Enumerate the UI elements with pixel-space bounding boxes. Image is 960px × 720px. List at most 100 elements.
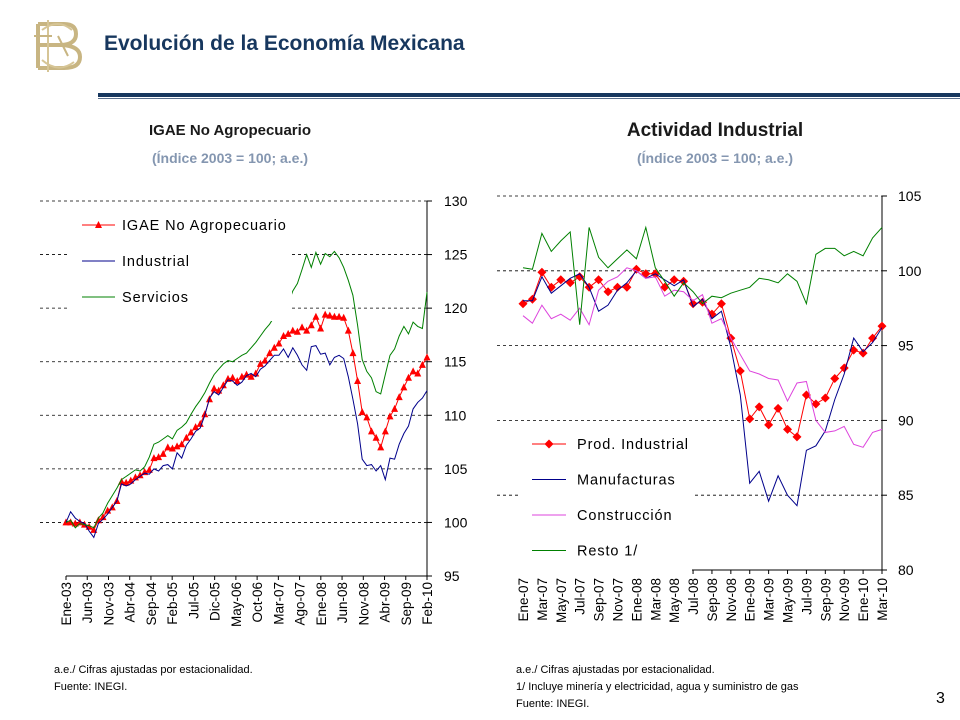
x-tick-label: Nov-03	[101, 582, 116, 626]
data-point	[321, 310, 329, 318]
data-point	[122, 478, 130, 486]
x-tick-label: Jul-07	[573, 578, 588, 615]
x-tick-label: Sep-04	[144, 582, 159, 626]
data-point	[312, 312, 320, 320]
series-line-2	[523, 270, 883, 507]
data-point	[289, 326, 297, 334]
chart2-note-line: Fuente: INEGI.	[516, 698, 590, 710]
data-point	[238, 372, 246, 380]
data-point	[556, 275, 566, 285]
data-point	[820, 393, 830, 403]
series-line-1	[66, 314, 428, 531]
x-tick-label: May-09	[781, 578, 796, 623]
chart-1: 95 100 105 110 115 120 125 130 Ene-03 Jun-03 Nov-0…	[40, 193, 468, 627]
data-point	[377, 443, 385, 451]
data-point	[565, 278, 575, 288]
y-tick-label: 105	[444, 461, 468, 477]
chart1-note-line: a.e./ Cifras ajustadas por estacionalida…	[54, 664, 253, 676]
legend-box	[70, 209, 292, 321]
page-title: Evolución de la Economía Mexicana	[104, 32, 465, 55]
x-tick-label: Jun-03	[80, 582, 95, 623]
data-point	[335, 312, 343, 320]
chart2-notes: a.e./ Cifras ajustadas por estacionalida…	[516, 662, 798, 713]
x-tick-label: May-08	[667, 578, 682, 623]
x-tick-label: Mar-09	[762, 578, 777, 621]
data-point	[877, 321, 887, 331]
series-line-3	[65, 250, 428, 529]
data-point	[256, 359, 264, 367]
x-tick-label: Abr-09	[378, 582, 393, 623]
header-rule-thin	[98, 98, 960, 99]
data-point	[219, 381, 227, 389]
data-point	[669, 275, 679, 285]
data-point	[210, 384, 218, 392]
data-point	[735, 366, 745, 376]
x-tick-label: Ene-08	[629, 578, 644, 622]
data-point	[386, 412, 394, 420]
y-tick-label: 90	[898, 412, 914, 428]
data-point	[344, 326, 352, 334]
x-tick-label: Feb-10	[420, 582, 435, 625]
data-point	[145, 465, 153, 473]
data-point	[99, 513, 107, 521]
banxico-monogram-icon	[34, 20, 83, 72]
data-point	[381, 427, 389, 435]
data-point	[340, 313, 348, 321]
x-tick-label: Sep-07	[592, 578, 607, 622]
x-tick-label: Abr-04	[123, 582, 138, 623]
data-point	[266, 349, 274, 357]
x-tick-label: Ene-09	[743, 578, 758, 622]
data-point	[518, 299, 528, 309]
x-tick-label: Ene-03	[59, 582, 74, 626]
y-tick-label: 95	[898, 338, 914, 354]
chart1-subtitle: (Índice 2003 = 100; a.e.)	[151, 150, 309, 166]
x-tick-label: Mar-08	[648, 578, 663, 621]
data-point	[261, 356, 269, 364]
data-point	[372, 433, 380, 441]
x-tick-label: Ene-08	[314, 582, 329, 626]
data-point	[811, 399, 821, 409]
page-number: 3	[936, 690, 945, 707]
legend-label: IGAE No Agropecuario	[122, 218, 287, 234]
legend-label: Prod. Industrial	[577, 437, 689, 453]
x-tick-label: Sep-09	[818, 578, 833, 622]
x-tick-label: Sep-09	[399, 582, 414, 626]
x-tick-label: Oct-06	[250, 582, 265, 623]
data-point	[792, 432, 802, 442]
data-point	[367, 427, 375, 435]
chart2-note-line: a.e./ Cifras ajustadas por estacionalida…	[516, 664, 715, 676]
x-tick-label: Jun-08	[335, 582, 350, 623]
data-point	[612, 282, 622, 292]
data-point	[293, 327, 301, 335]
data-point	[136, 471, 144, 479]
x-tick-label: Dic-05	[208, 582, 223, 621]
data-point	[159, 449, 167, 457]
data-point	[745, 414, 755, 424]
x-tick-label: Ene-10	[856, 578, 871, 622]
series-line-4	[522, 225, 883, 325]
x-tick-label: Ago-07	[293, 582, 308, 626]
x-tick-label: Mar-10	[875, 578, 890, 621]
data-point	[284, 329, 292, 337]
data-point	[716, 299, 726, 309]
x-tick-label: Nov-07	[610, 578, 625, 622]
header-rule	[98, 93, 960, 97]
y-tick-label: 120	[444, 300, 468, 316]
y-tick-label: 95	[444, 568, 460, 584]
data-point	[307, 321, 315, 329]
x-tick-label: Jul-08	[686, 578, 701, 615]
data-point	[317, 324, 325, 332]
data-point	[418, 360, 426, 368]
series-line-3	[522, 267, 883, 448]
data-point	[773, 403, 783, 413]
chart1-note-line: Fuente: INEGI.	[54, 681, 128, 693]
y-tick-label: 115	[444, 354, 467, 370]
data-point	[754, 402, 764, 412]
data-point	[622, 282, 632, 292]
legend-marker	[544, 439, 554, 449]
x-tick-label: Mar-07	[271, 582, 286, 625]
data-point	[527, 294, 537, 304]
x-tick-label: May-06	[229, 582, 244, 627]
legend-label: Servicios	[122, 290, 189, 306]
